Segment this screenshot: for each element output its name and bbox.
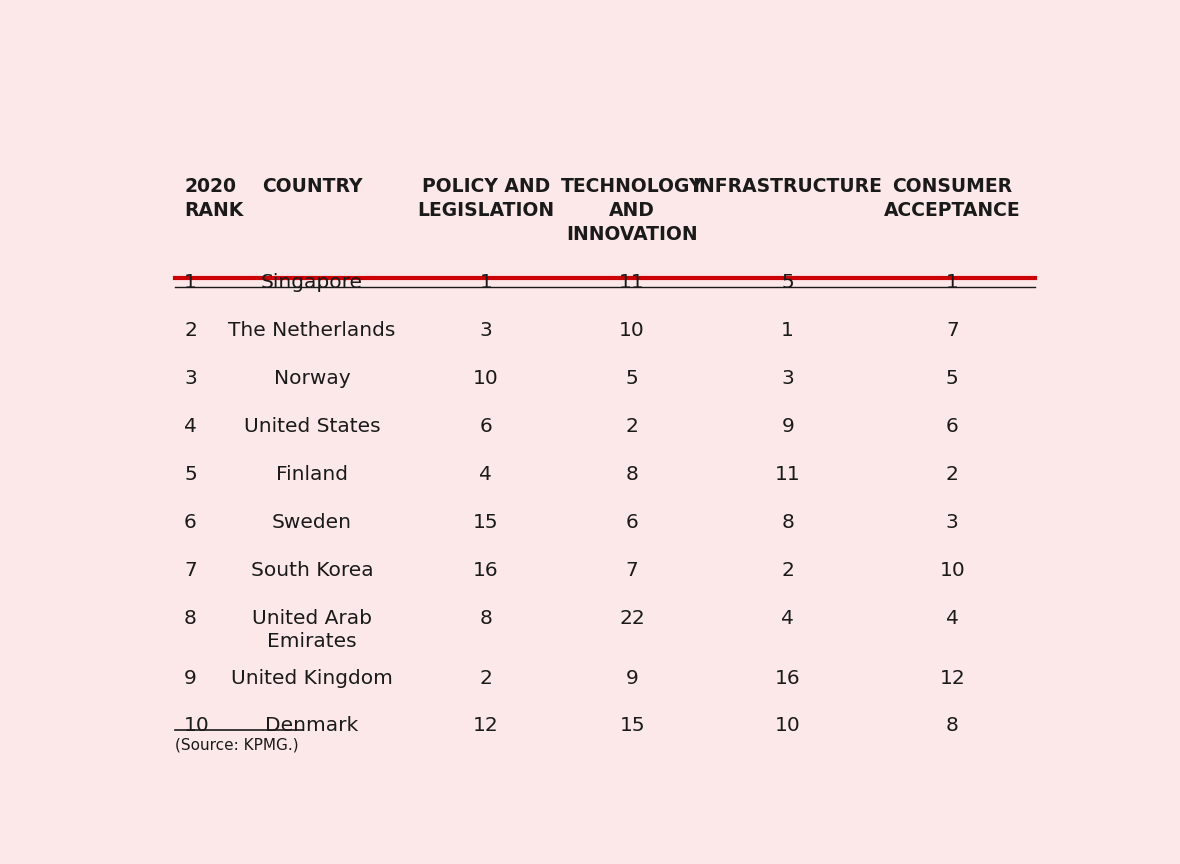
Text: (Source: KPMG.): (Source: KPMG.)	[175, 737, 299, 752]
Text: 4: 4	[184, 417, 197, 436]
Text: 2: 2	[946, 465, 958, 484]
Text: 7: 7	[946, 321, 958, 340]
Text: 8: 8	[625, 465, 638, 484]
Text: Denmark: Denmark	[266, 716, 359, 735]
Text: United Kingdom: United Kingdom	[231, 669, 393, 688]
Text: 7: 7	[184, 561, 197, 580]
Text: 10: 10	[775, 716, 800, 735]
Text: 8: 8	[479, 608, 492, 627]
Text: Singapore: Singapore	[261, 273, 363, 292]
Text: 15: 15	[473, 513, 499, 532]
Text: 3: 3	[184, 369, 197, 388]
Text: TECHNOLOGY
AND
INNOVATION: TECHNOLOGY AND INNOVATION	[560, 177, 703, 245]
Text: 10: 10	[473, 369, 499, 388]
Text: 4: 4	[946, 608, 958, 627]
Text: Norway: Norway	[274, 369, 350, 388]
Text: 1: 1	[479, 273, 492, 292]
Text: 5: 5	[781, 273, 794, 292]
Text: 6: 6	[479, 417, 492, 436]
Text: 12: 12	[939, 669, 965, 688]
Text: 8: 8	[946, 716, 958, 735]
Text: 16: 16	[775, 669, 800, 688]
Text: 4: 4	[781, 608, 794, 627]
Text: 3: 3	[479, 321, 492, 340]
Text: CONSUMER
ACCEPTANCE: CONSUMER ACCEPTANCE	[884, 177, 1021, 220]
Text: 6: 6	[946, 417, 958, 436]
Text: 1: 1	[781, 321, 794, 340]
Text: 2: 2	[479, 669, 492, 688]
Text: 8: 8	[781, 513, 794, 532]
Text: 4: 4	[479, 465, 492, 484]
Text: 5: 5	[625, 369, 638, 388]
Text: 15: 15	[620, 716, 645, 735]
Text: 6: 6	[625, 513, 638, 532]
Text: 22: 22	[620, 608, 645, 627]
Text: 3: 3	[781, 369, 794, 388]
Text: 8: 8	[184, 608, 197, 627]
Text: 2020
RANK: 2020 RANK	[184, 177, 243, 220]
Text: 7: 7	[625, 561, 638, 580]
Text: The Netherlands: The Netherlands	[229, 321, 395, 340]
Text: 12: 12	[473, 716, 499, 735]
Text: 16: 16	[473, 561, 499, 580]
Text: 10: 10	[184, 716, 210, 735]
Text: 2: 2	[625, 417, 638, 436]
Text: 2: 2	[184, 321, 197, 340]
Text: 10: 10	[620, 321, 645, 340]
Text: 1: 1	[946, 273, 958, 292]
Text: United States: United States	[244, 417, 380, 436]
Text: 9: 9	[781, 417, 794, 436]
Text: POLICY AND
LEGISLATION: POLICY AND LEGISLATION	[418, 177, 555, 220]
Text: 11: 11	[620, 273, 645, 292]
Text: 11: 11	[775, 465, 800, 484]
Text: 10: 10	[939, 561, 965, 580]
Text: COUNTRY: COUNTRY	[262, 177, 362, 196]
Text: 9: 9	[184, 669, 197, 688]
Text: 5: 5	[184, 465, 197, 484]
Text: 5: 5	[946, 369, 958, 388]
Text: 3: 3	[946, 513, 958, 532]
Text: United Arab
Emirates: United Arab Emirates	[253, 608, 372, 651]
Text: 6: 6	[184, 513, 197, 532]
Text: Sweden: Sweden	[273, 513, 352, 532]
Text: 9: 9	[625, 669, 638, 688]
Text: 1: 1	[184, 273, 197, 292]
Text: Finland: Finland	[276, 465, 348, 484]
Text: South Korea: South Korea	[251, 561, 373, 580]
Text: 2: 2	[781, 561, 794, 580]
Text: INFRASTRUCTURE: INFRASTRUCTURE	[693, 177, 883, 196]
